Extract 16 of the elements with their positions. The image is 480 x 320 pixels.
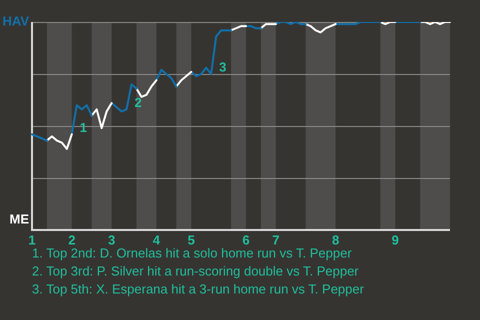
x-tick-label: 7: [272, 232, 280, 248]
annotation: 2: [134, 94, 142, 110]
annotation: 3: [219, 60, 226, 75]
x-tick-label: 9: [392, 232, 399, 248]
x-tick-label: 4: [152, 232, 161, 248]
text: HAV: [2, 14, 30, 29]
x-tick-label: 3: [108, 232, 116, 248]
x-tick-label: 6: [242, 232, 250, 248]
text: 2. Top 3rd: P. Silver hit a run-scoring double vs T. Pepper: [32, 264, 360, 279]
x-tick-label: 2: [68, 232, 76, 248]
text: 1. Top 2nd: D. Ornelas hit a solo home run vs T. Pepper: [32, 246, 352, 261]
text: 3. Top 5th: X. Esperana hit a 3-run home run vs T. Pepper: [32, 282, 365, 297]
x-tick-label: 5: [188, 232, 195, 248]
x-tick-label: 1: [28, 232, 36, 248]
text: ME: [10, 212, 30, 227]
x-tick-label: 8: [332, 232, 340, 248]
